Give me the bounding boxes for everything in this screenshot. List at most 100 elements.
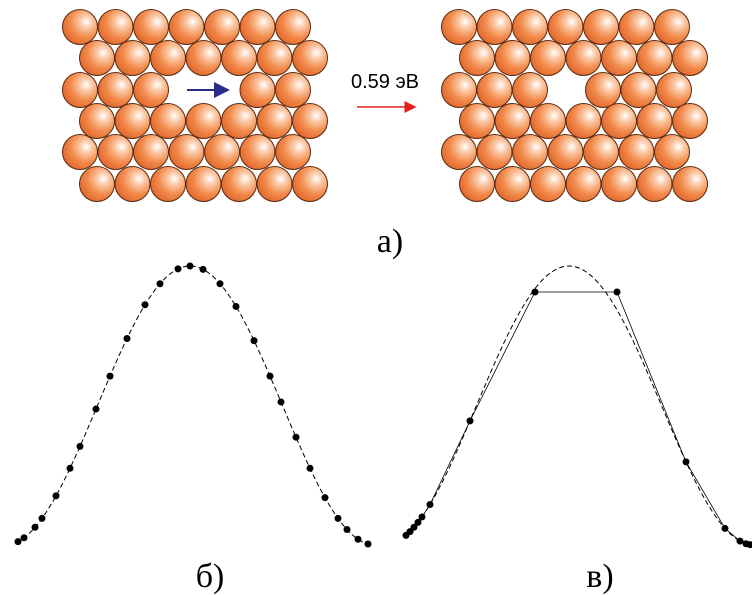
atom (134, 10, 169, 45)
curves (15, 263, 752, 549)
atom (531, 167, 566, 202)
atom (293, 41, 328, 76)
image-point (77, 443, 84, 450)
atom (619, 10, 654, 45)
image-point (614, 289, 621, 296)
atom (673, 41, 708, 76)
image-point (15, 538, 22, 545)
atom (460, 104, 495, 139)
atom (134, 73, 169, 108)
atom (293, 104, 328, 139)
atom (80, 41, 115, 76)
image-point (251, 337, 258, 344)
atom (169, 135, 204, 170)
atom (460, 167, 495, 202)
atom (98, 10, 133, 45)
atom (240, 10, 275, 45)
image-point (107, 373, 114, 380)
image-point (278, 398, 285, 405)
atom (115, 167, 150, 202)
atom (673, 167, 708, 202)
panel-label: а) (377, 223, 403, 260)
image-point (67, 465, 74, 472)
image-path (406, 292, 750, 545)
image-point (200, 266, 207, 273)
image-point (21, 534, 28, 541)
image-point (427, 501, 434, 508)
atom (477, 73, 512, 108)
atom (186, 167, 221, 202)
panel-label: б) (196, 558, 225, 595)
atom (657, 73, 692, 108)
image-point (737, 538, 744, 545)
atom (169, 10, 204, 45)
image-point (157, 280, 164, 287)
atom (222, 104, 257, 139)
energy-label: 0.59 эВ (351, 71, 419, 93)
atom (637, 41, 672, 76)
image-point (175, 265, 182, 272)
image-point (39, 515, 46, 522)
atom (637, 104, 672, 139)
image-point (722, 525, 729, 532)
atom (442, 10, 477, 45)
atom (655, 10, 690, 45)
atom (276, 135, 311, 170)
atom (240, 73, 275, 108)
atom (442, 135, 477, 170)
image-point (53, 492, 60, 499)
atom (477, 135, 512, 170)
atom (205, 135, 240, 170)
atom (513, 73, 548, 108)
atom (115, 104, 150, 139)
atom (293, 167, 328, 202)
atom (602, 104, 637, 139)
atom (477, 10, 512, 45)
atom (257, 104, 292, 139)
figure: 0.59 эВ а) б) в) (0, 0, 752, 595)
atom (548, 10, 583, 45)
atom (222, 167, 257, 202)
atom (637, 167, 672, 202)
atom (566, 41, 601, 76)
atom (151, 167, 186, 202)
atom (276, 73, 311, 108)
image-point (355, 536, 362, 543)
atom (531, 41, 566, 76)
atom (98, 135, 133, 170)
atom (205, 10, 240, 45)
atom (80, 104, 115, 139)
atom (98, 73, 133, 108)
atom (621, 73, 656, 108)
image-point (233, 303, 240, 310)
image-point (365, 541, 372, 548)
image-point (344, 526, 351, 533)
atom (513, 135, 548, 170)
atom (619, 135, 654, 170)
atom (276, 10, 311, 45)
image-point (335, 515, 342, 522)
image-point (419, 513, 426, 520)
image-point (142, 301, 149, 308)
image-point (93, 406, 100, 413)
atom (513, 10, 548, 45)
atom (186, 104, 221, 139)
atom (257, 167, 292, 202)
image-point (683, 458, 690, 465)
image-point (322, 494, 329, 501)
atom (80, 167, 115, 202)
atom (584, 135, 619, 170)
lattices (63, 10, 708, 202)
atom (673, 104, 708, 139)
energy-curve (406, 266, 752, 545)
panel-label: в) (586, 558, 613, 595)
atom (495, 41, 530, 76)
atom (222, 41, 257, 76)
atom (240, 135, 275, 170)
energy-curve (16, 266, 368, 544)
atom (186, 41, 221, 76)
image-point (293, 434, 300, 441)
image-point (187, 263, 194, 270)
atom (134, 135, 169, 170)
atom (548, 135, 583, 170)
